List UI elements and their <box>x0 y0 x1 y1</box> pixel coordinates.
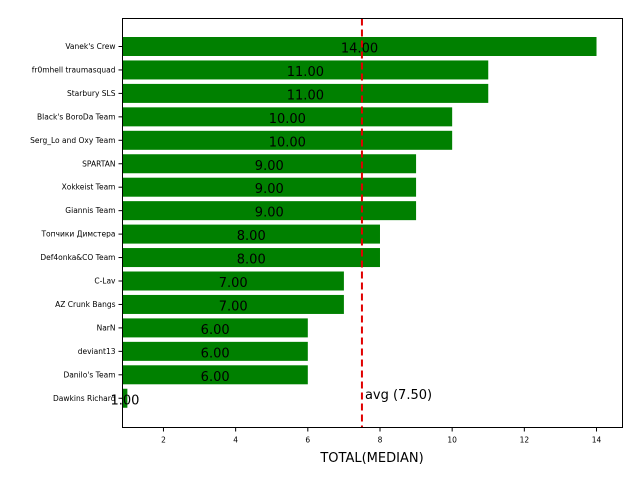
value-label: 7.00 <box>219 299 248 314</box>
category-label: deviant13 <box>78 347 116 356</box>
category-label: Black's BoroDa Team <box>37 112 115 121</box>
value-label: 7.00 <box>219 276 248 291</box>
x-tick-label: 12 <box>520 436 530 445</box>
bar <box>122 318 308 338</box>
category-label: Xokkeist Team <box>62 183 116 192</box>
value-label: 9.00 <box>255 182 284 197</box>
category-label: AZ Crunk Bangs <box>55 300 115 309</box>
x-axis-label: TOTAL(MEDIAN) <box>319 451 423 466</box>
bar <box>122 365 308 385</box>
average-label: avg (7.50) <box>365 388 432 403</box>
category-label: SPARTAN <box>82 159 115 168</box>
bar <box>122 130 453 150</box>
bar <box>122 271 344 291</box>
bar <box>122 294 344 314</box>
x-axis-ticks: 2 4 6 8 10 12 14 <box>161 427 602 445</box>
value-label: 11.00 <box>287 88 324 103</box>
category-label: Giannis Team <box>65 206 115 215</box>
x-tick-label: 2 <box>161 436 166 445</box>
bar <box>122 388 128 408</box>
category-label: Топчики Димстера <box>40 230 115 239</box>
x-tick-label: 8 <box>378 436 383 445</box>
value-label: 1.00 <box>110 393 139 408</box>
bar <box>122 177 417 197</box>
bar <box>122 37 597 56</box>
value-label: 9.00 <box>255 159 284 174</box>
category-label: Starbury SLS <box>67 89 116 98</box>
bar <box>122 248 380 268</box>
category-label: NarN <box>97 323 116 332</box>
value-label: 10.00 <box>269 112 306 127</box>
value-label: 6.00 <box>201 346 230 361</box>
bar <box>122 83 489 103</box>
value-label: 14.00 <box>341 42 378 57</box>
bars-group <box>122 37 597 408</box>
bar <box>122 341 308 361</box>
x-tick-label: 6 <box>305 436 310 445</box>
plot-frame <box>122 18 623 428</box>
category-label: Vanek's Crew <box>65 42 115 51</box>
x-tick-label: 14 <box>592 436 602 445</box>
value-label: 8.00 <box>237 229 266 244</box>
bar <box>122 60 489 80</box>
x-tick-label: 10 <box>447 436 457 445</box>
category-label: Dawkins Richard <box>53 394 116 403</box>
category-label: Def4onka&CO Team <box>40 253 115 262</box>
bar <box>122 201 417 221</box>
value-label: 6.00 <box>201 323 230 338</box>
bar <box>122 154 417 174</box>
value-labels: 14.00 11.00 11.00 10.00 10.00 9.00 9.00 9.00 8.0… <box>110 42 378 409</box>
x-tick-label: 4 <box>233 436 238 445</box>
value-label: 10.00 <box>269 135 306 150</box>
category-label: Serg_Lo and Oxy Team <box>30 136 115 145</box>
value-label: 9.00 <box>255 206 284 221</box>
y-axis-labels: Vanek's Crew fr0mhell traumasquad Starbury… <box>30 42 123 403</box>
category-label: C-Lav <box>94 277 116 286</box>
bar <box>122 224 380 244</box>
category-label: fr0mhell traumasquad <box>32 65 116 74</box>
value-label: 6.00 <box>201 370 230 385</box>
bar <box>122 107 453 127</box>
value-label: 8.00 <box>237 253 266 268</box>
category-label: Danilo's Team <box>63 370 115 379</box>
value-label: 11.00 <box>287 65 324 80</box>
